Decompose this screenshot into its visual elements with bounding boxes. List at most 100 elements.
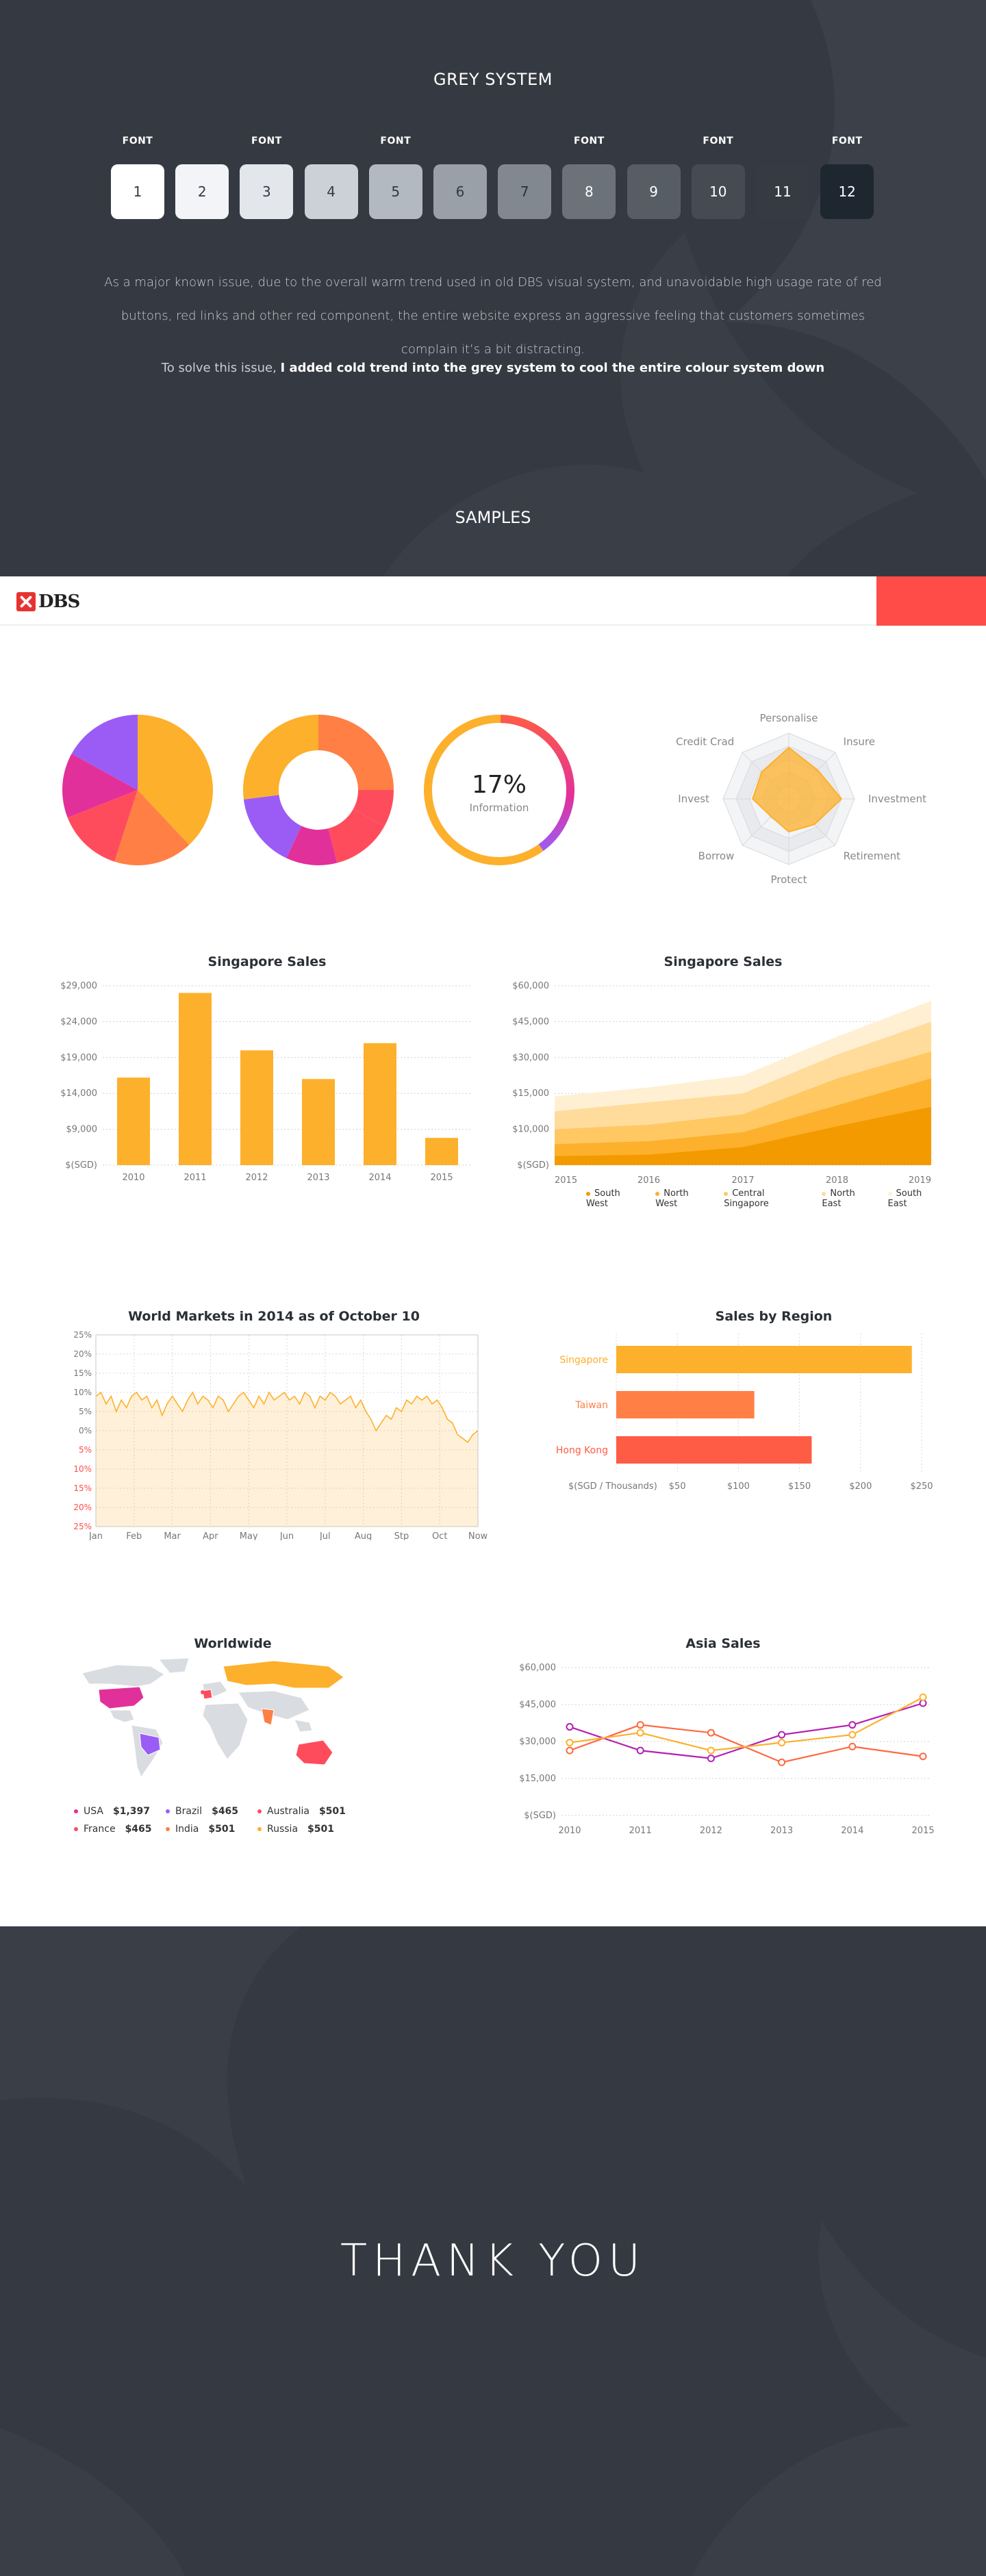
pie-slice (328, 808, 385, 863)
data-point (566, 1739, 574, 1747)
tick-label: Apr (203, 1531, 218, 1540)
data-point (707, 1746, 715, 1755)
australia-shape (295, 1739, 333, 1765)
tick-label: 2014 (841, 1826, 863, 1836)
data-point (848, 1721, 857, 1729)
bar (302, 1079, 335, 1165)
greenland-shape (157, 1657, 190, 1674)
sales-by-region-panel: Sales by Region $(SGD / Thousands) $50 $10… (548, 1309, 945, 1514)
data-point (778, 1739, 786, 1747)
pie-slice (114, 790, 190, 865)
bar (240, 1050, 273, 1165)
font-label: FONT (251, 136, 282, 146)
tick-label: $150 (788, 1481, 811, 1492)
tick-label: Oct (432, 1531, 447, 1540)
tick-label: 2014 (368, 1173, 391, 1183)
tick-label: 2012 (700, 1826, 722, 1836)
grey-system-section: GREY SYSTEM FONT 1 2 FONT 3 4 FONT 5 6 7 FONT 8 9 FON… (0, 0, 986, 576)
legend-item: North East (822, 1188, 855, 1209)
singapore-sales-area-panel: Singapore Sales $60,000 $45,000 $30,000 $15… (504, 954, 942, 1214)
grey-swatch: 4 (304, 164, 358, 219)
country-name: Russia (267, 1824, 299, 1835)
tick-label: 2011 (184, 1173, 206, 1183)
country-value: $501 (208, 1824, 236, 1835)
tick-label: Jan (88, 1531, 103, 1540)
tick-label: 2010 (558, 1826, 581, 1836)
tick-label: $30,000 (519, 1737, 556, 1747)
tick-label: 2018 (826, 1175, 848, 1184)
tick-label: May (240, 1531, 258, 1540)
country-value: $501 (318, 1806, 346, 1817)
radar-axis-label: Protect (770, 873, 807, 886)
legend-item: South West (586, 1188, 620, 1209)
grey-swatch: 1 (111, 164, 164, 219)
tick-label: $50 (669, 1481, 686, 1492)
chart-title: Singapore Sales (207, 954, 327, 969)
progress-ring-track (424, 715, 544, 865)
tick-label: $250 (910, 1481, 933, 1492)
tick-label: 2019 (909, 1175, 931, 1184)
font-label: FONT (122, 136, 153, 146)
bar (616, 1391, 755, 1418)
asia-shape (238, 1690, 310, 1720)
tick-label: 5% (79, 1445, 92, 1455)
tick-label: 2012 (245, 1173, 268, 1183)
tick-label: 2010 (122, 1173, 144, 1183)
solution-prefix: To solve this issue, (161, 361, 281, 375)
tick-label: Now (468, 1531, 488, 1540)
data-point (636, 1721, 644, 1729)
country-name: France (84, 1824, 116, 1835)
dbs-logo[interactable]: DBS (16, 591, 80, 612)
chart-title: World Markets in 2014 as of October 10 (128, 1309, 420, 1324)
singapore-sales-bar-chart: $29,000 $24,000 $19,000 $14,000 $9,000 $(SGD)… (60, 981, 472, 1183)
world-markets-line-chart: 25%20%15%10%5%0%5%10%15%20%25%Jan Feb Mar A… (73, 1330, 488, 1540)
legend-dot-icon (257, 1809, 262, 1813)
grey-swatch: 7 (498, 164, 552, 219)
dbs-logo-text: DBS (38, 591, 80, 612)
legend-item: North West (655, 1188, 689, 1209)
data-point (778, 1731, 786, 1739)
font-label: FONT (831, 136, 863, 146)
chart-title: Asia Sales (685, 1636, 761, 1651)
grey-swatch: 10 (691, 164, 745, 219)
grey-swatch: 8 (562, 164, 616, 219)
data-point (919, 1693, 927, 1701)
legend-item: South East (887, 1188, 922, 1209)
tick-label: $9,000 (66, 1125, 98, 1135)
progress-value-label: 17% (472, 771, 527, 799)
southeast-asia-shape (294, 1719, 313, 1733)
tick-label: 2011 (629, 1826, 652, 1836)
data-point (707, 1755, 715, 1763)
grey-system-title: GREY SYSTEM (433, 70, 553, 89)
data-point (636, 1746, 644, 1755)
tick-label: $60,000 (519, 1663, 556, 1673)
legend-dot-icon (257, 1827, 262, 1831)
bar (364, 1043, 396, 1165)
tick-label: 2013 (307, 1173, 329, 1183)
worldwide-legend-item: Australia $501 (257, 1806, 346, 1817)
radar-axis-label: Personalise (760, 712, 818, 724)
france-shape (202, 1689, 213, 1700)
background-mark-icon (0, 1926, 986, 2576)
country-value: $501 (307, 1824, 334, 1835)
country-value: $465 (125, 1824, 152, 1835)
worldwide-legend: USA $1,397 Brazil $465 Australia $501 France $4… (74, 1806, 430, 1847)
data-point (707, 1729, 715, 1737)
pie-slice (243, 795, 302, 858)
pie-slice (318, 715, 394, 790)
canada-shape (81, 1664, 165, 1687)
tick-label: 2013 (770, 1826, 793, 1836)
pie-slice (138, 715, 213, 845)
legend-dot-icon (166, 1809, 170, 1813)
grey-system-description: As a major known issue, due to the overa… (104, 275, 882, 357)
worldwide-legend-item: Russia $501 (257, 1824, 334, 1835)
bar (425, 1138, 458, 1165)
country-name: USA (84, 1806, 103, 1817)
grey-swatch: 6 (433, 164, 487, 219)
worldwide-legend-item: Brazil $465 (166, 1806, 238, 1817)
grey-system-solution: To solve this issue, I added cold trend … (103, 361, 883, 375)
tick-label: $19,000 (60, 1053, 97, 1063)
line-series (569, 1724, 924, 1763)
tick-label: 25% (73, 1330, 92, 1340)
usa-shape (98, 1686, 144, 1709)
